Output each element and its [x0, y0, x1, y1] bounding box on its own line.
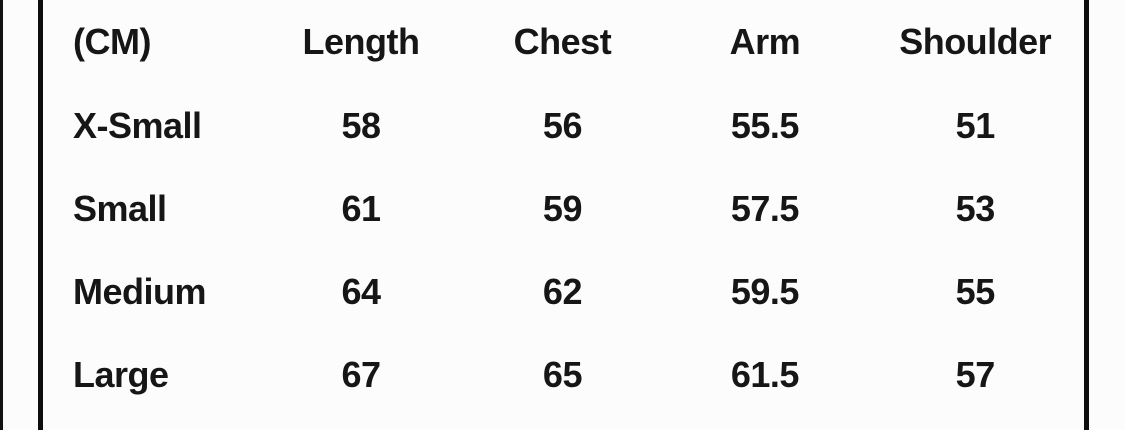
- shoulder-header-cell: Shoulder: [899, 21, 1052, 62]
- value-cell: 55: [955, 270, 996, 312]
- chest-header-cell: Chest: [513, 21, 612, 62]
- unit-header-cell: (CM): [73, 21, 151, 62]
- value-cell: 64: [341, 270, 381, 312]
- value-cell: 57: [955, 353, 996, 395]
- table-row-large: Large 67 65 61.5 57: [43, 333, 1084, 416]
- value-cell: 59: [542, 187, 583, 229]
- size-label-cell: X-Small: [73, 104, 202, 146]
- value-cell: 67: [341, 353, 381, 395]
- size-label-cell: Large: [73, 353, 169, 395]
- value-cell: 51: [955, 104, 996, 146]
- table-row-xsmall: X-Small 58 56 55.5 51: [43, 84, 1084, 167]
- table-row-small: Small 61 59 57.5 53: [43, 167, 1084, 250]
- arm-header-cell: Arm: [729, 21, 801, 62]
- size-label-cell: Small: [73, 187, 167, 229]
- table-left-border: [38, 0, 43, 430]
- value-cell: 65: [542, 353, 583, 395]
- value-cell: 53: [955, 187, 996, 229]
- value-cell: 62: [542, 270, 583, 312]
- value-cell: 61: [341, 187, 381, 229]
- value-cell: 56: [542, 104, 583, 146]
- size-label-cell: Medium: [73, 270, 207, 312]
- table-right-border: [1084, 0, 1089, 430]
- size-chart-table: (CM) Length Chest Arm Shoulder X-Small 5…: [43, 0, 1084, 416]
- value-cell: 55.5: [730, 104, 800, 146]
- left-crop-edge-line: [0, 0, 3, 430]
- length-header-cell: Length: [302, 21, 420, 62]
- value-cell: 57.5: [730, 187, 800, 229]
- value-cell: 59.5: [730, 270, 800, 312]
- value-cell: 58: [341, 104, 381, 146]
- value-cell: 61.5: [730, 353, 800, 395]
- table-row-medium: Medium 64 62 59.5 55: [43, 250, 1084, 333]
- header-row: (CM) Length Chest Arm Shoulder: [43, 0, 1084, 84]
